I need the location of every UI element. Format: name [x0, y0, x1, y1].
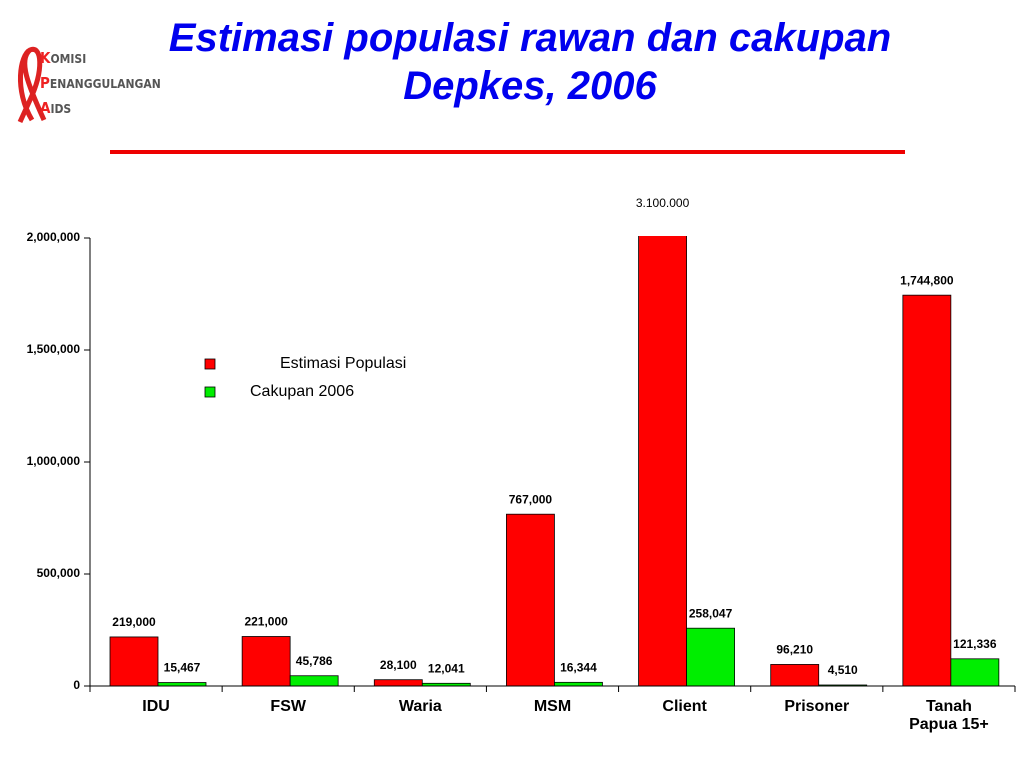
bar — [902, 294, 952, 687]
value-label: 28,100 — [380, 658, 417, 672]
legend-swatch — [204, 386, 216, 398]
value-label: 219,000 — [112, 615, 156, 629]
bar — [289, 675, 339, 687]
bar — [506, 513, 555, 687]
x-tick-label: Client — [662, 698, 707, 715]
value-label: 45,786 — [296, 654, 333, 668]
legend-label: Estimasi Populasi — [280, 355, 406, 372]
value-label: 4,510 — [828, 663, 858, 677]
value-label: 96,210 — [776, 643, 813, 657]
bar — [109, 636, 159, 687]
logo: KOMISI PENANGGULANGAN AIDS — [40, 46, 161, 121]
logo-ribbon — [17, 46, 47, 124]
logo-text: PENANGGULANGAN — [40, 74, 161, 92]
value-label: 3.100.000 — [636, 196, 690, 210]
value-label: 767,000 — [509, 492, 553, 506]
value-label: 121,336 — [953, 637, 997, 651]
x-tick-label: Prisoner — [784, 698, 850, 715]
x-tick-label: Waria — [398, 698, 442, 715]
x-tick-label: IDU — [142, 698, 170, 715]
bar — [770, 664, 820, 687]
y-tick-label: 1,500,000 — [27, 342, 81, 356]
legend-swatch — [204, 358, 216, 370]
value-label: 16,344 — [560, 661, 597, 675]
bar — [638, 236, 687, 687]
x-tick-label: FSW — [270, 698, 306, 715]
y-tick-label: 2,000,000 — [27, 230, 81, 244]
logo-text: AIDS — [40, 99, 72, 117]
y-tick-label: 0 — [73, 678, 80, 692]
x-tick-label: Tanah Papua 15+ — [909, 698, 989, 733]
bar — [241, 636, 291, 687]
x-tick-label: MSM — [533, 698, 572, 715]
bar — [157, 682, 207, 687]
value-label: 221,000 — [244, 615, 288, 629]
bar — [554, 681, 603, 687]
y-tick-label: 500,000 — [37, 566, 81, 580]
legend-label: Cakupan 2006 — [250, 383, 354, 400]
logo-text: KOMISI — [40, 49, 87, 67]
bar — [373, 679, 423, 687]
chart-title: Estimasi populasi rawan dan cakupan Depk… — [168, 16, 892, 108]
value-label: 1,744,800 — [900, 273, 954, 287]
value-label: 258,047 — [689, 606, 733, 620]
bar — [950, 658, 1000, 687]
y-tick-label: 1,000,000 — [27, 454, 81, 468]
value-label: 15,467 — [164, 661, 201, 675]
bar — [686, 627, 735, 687]
value-label: 12,041 — [428, 661, 465, 675]
